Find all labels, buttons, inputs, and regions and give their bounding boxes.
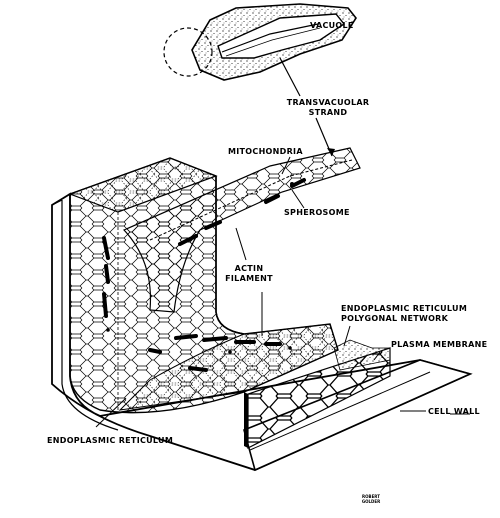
transvacuolar-strand-label-line2: STRAND <box>308 108 348 117</box>
er-polygonal-network-label-line2: POLYGONAL NETWORK <box>341 314 449 323</box>
strand <box>122 147 361 313</box>
plasma-membrane-label: PLASMA MEMBRANE <box>391 340 488 349</box>
spherosome-dots <box>106 182 294 354</box>
mitochondria-label: MITOCHONDRIA <box>228 147 303 156</box>
er-polygonal-network-label-line1: ENDOPLASMIC RETICULUM <box>341 304 468 313</box>
leader-lines <box>95 156 470 428</box>
vacuole-label: VACUOLE <box>310 21 354 30</box>
transvacuolar-strand-label-line1: TRANSVACUOLAR <box>286 98 370 107</box>
spherosome-label: SPHEROSOME <box>284 208 350 217</box>
floor-face <box>118 323 391 449</box>
actin-filament-label-line1: ACTIN <box>234 264 264 273</box>
actin-filament-label-line2: FILAMENT <box>225 274 273 283</box>
artist-signature-line2: GOLDER <box>361 499 381 504</box>
vacuole-inset <box>163 3 357 97</box>
cell-wall-label: CELL WALL <box>428 407 480 416</box>
artist-signature-line1: ROBERT <box>362 494 380 499</box>
endoplasmic-reticulum-label: ENDOPLASMIC RETICULUM <box>47 436 174 445</box>
actin-filaments <box>102 178 306 372</box>
